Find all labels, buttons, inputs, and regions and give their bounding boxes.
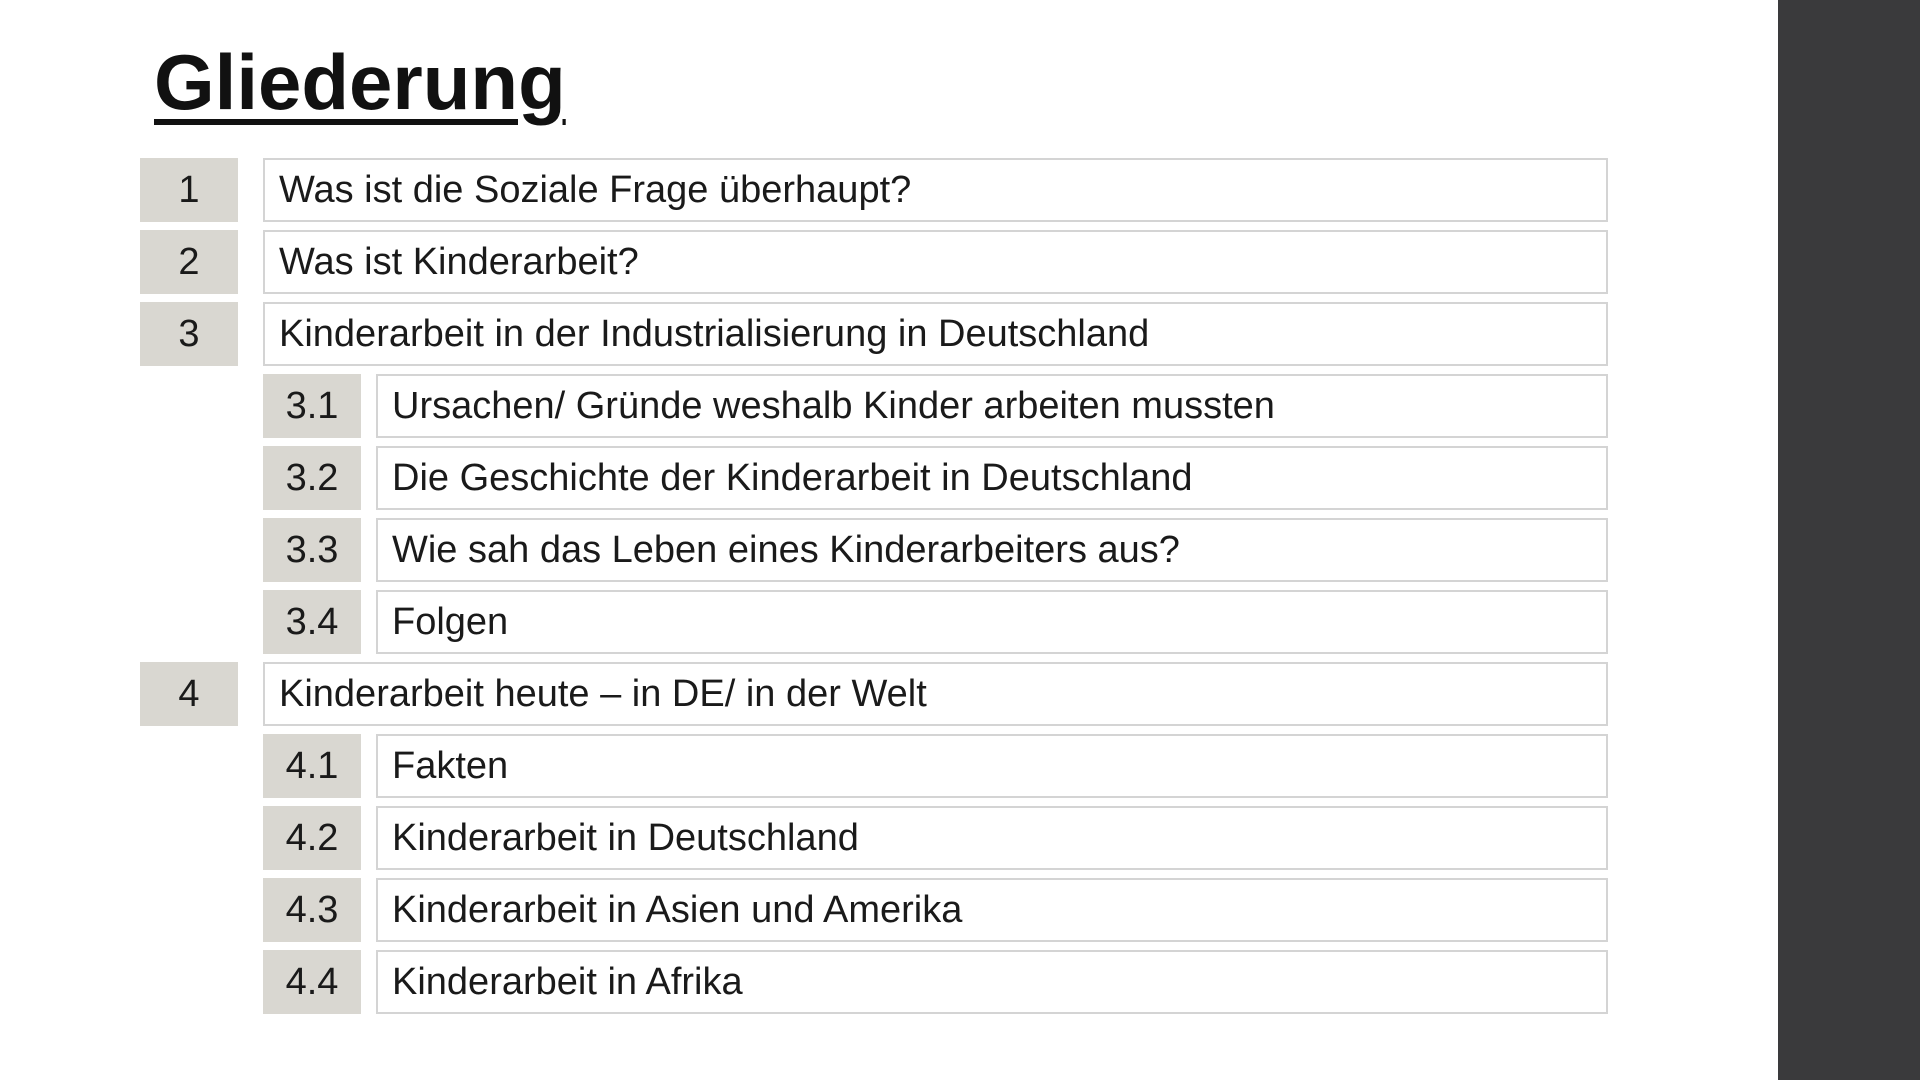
outline-label: Kinderarbeit in der Industrialisierung i… [263,302,1608,366]
outline-number: 4.3 [263,878,361,942]
outline-label: Kinderarbeit heute – in DE/ in der Welt [263,662,1608,726]
outline-number: 4.4 [263,950,361,1014]
outline-number: 3.1 [263,374,361,438]
outline-label: Was ist die Soziale Frage überhaupt? [263,158,1608,222]
outline-number: 4.2 [263,806,361,870]
outline-label: Was ist Kinderarbeit? [263,230,1608,294]
outline-label: Ursachen/ Gründe weshalb Kinder arbeiten… [376,374,1608,438]
page-title: Gliederung [154,38,566,126]
outline-number: 4 [140,662,238,726]
dark-side-panel [1778,0,1920,1080]
outline-label: Die Geschichte der Kinderarbeit in Deuts… [376,446,1608,510]
outline-label: Folgen [376,590,1608,654]
outline-number: 3.3 [263,518,361,582]
outline-label: Wie sah das Leben eines Kinderarbeiters … [376,518,1608,582]
outline-number: 1 [140,158,238,222]
outline-number: 2 [140,230,238,294]
outline-label: Fakten [376,734,1608,798]
outline-number: 3.4 [263,590,361,654]
outline-number: 4.1 [263,734,361,798]
outline-label: Kinderarbeit in Afrika [376,950,1608,1014]
outline-number: 3 [140,302,238,366]
slide: Gliederung 1 Was ist die Soziale Frage ü… [140,38,1608,1014]
outline-label: Kinderarbeit in Deutschland [376,806,1608,870]
outline-label: Kinderarbeit in Asien und Amerika [376,878,1608,942]
outline-number: 3.2 [263,446,361,510]
